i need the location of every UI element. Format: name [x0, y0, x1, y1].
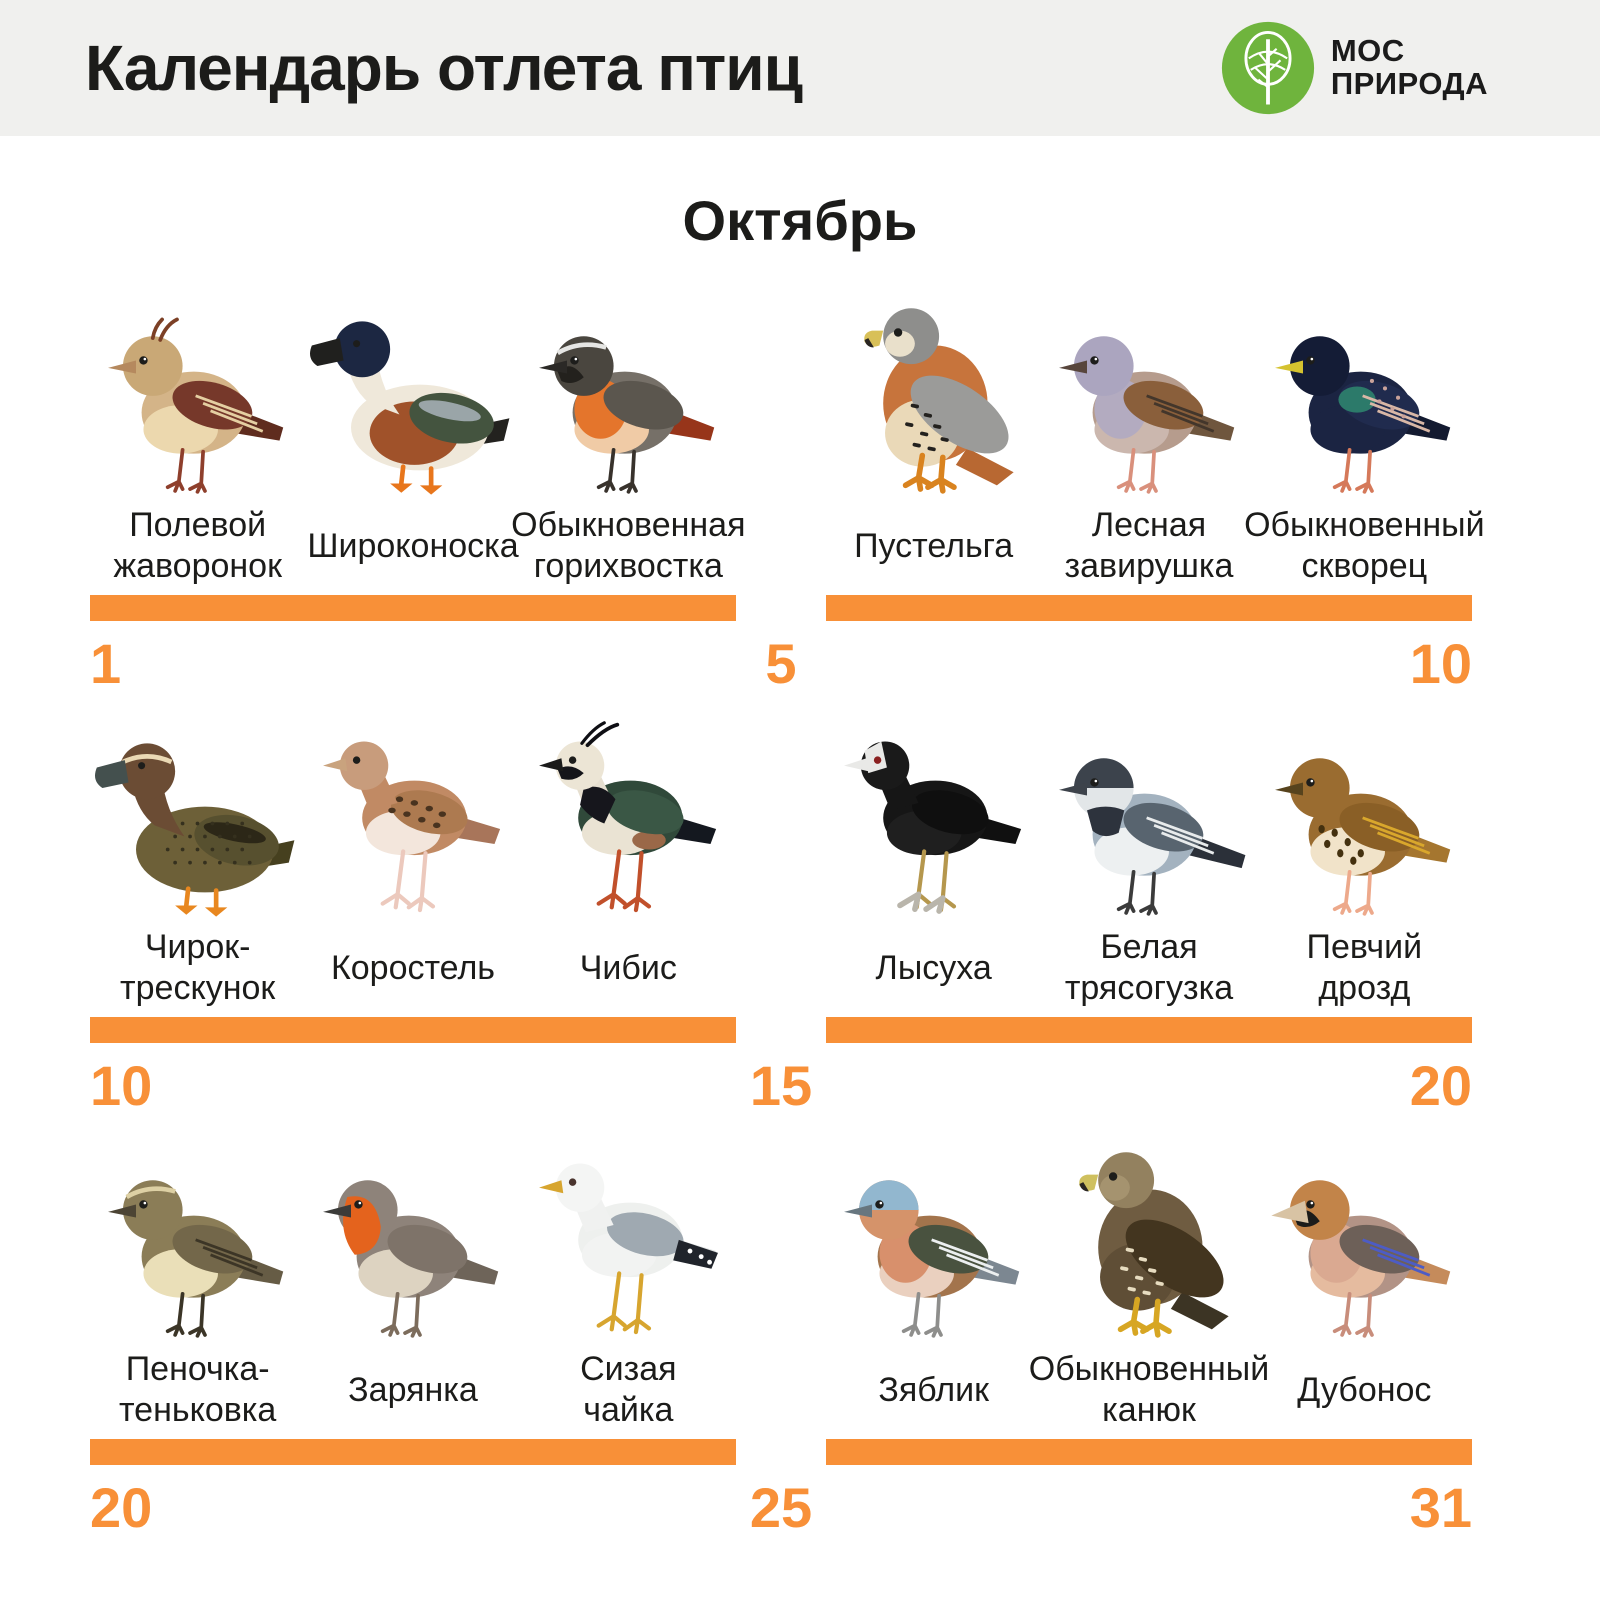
- mospriroda-logo: МОС ПРИРОДА: [1220, 20, 1488, 116]
- bird-name-label: Зарянка: [348, 1370, 478, 1409]
- bird-name-label: Зяблик: [878, 1370, 989, 1409]
- timeline-labels-row-3: 20 25 31: [90, 1475, 1472, 1539]
- timeline-start-label: 10: [90, 1054, 153, 1117]
- robin-icon: [310, 1131, 515, 1345]
- timeline-mid-label: 25: [749, 1476, 813, 1539]
- bird-name-label: Лысуха: [875, 948, 992, 987]
- timeline-labels-row-1: 1 5 10: [90, 631, 1472, 695]
- lapwing-icon: [526, 709, 731, 923]
- logo-line1: МОС: [1330, 33, 1405, 69]
- bird-cell-redstart: Обыкновенная горихвостка: [511, 287, 746, 591]
- bird-name-label: Пустельга: [854, 526, 1014, 565]
- bird-cell-dunnock: Лесная завирушка: [1041, 287, 1256, 591]
- timeline-end-label: 10: [1409, 632, 1472, 695]
- shoveler-icon: [310, 287, 515, 501]
- chaffinch-icon: [831, 1131, 1036, 1345]
- bird-name-label: Полевой жаворонок: [113, 506, 282, 585]
- bird-cell-common-gull: Сизая чайка: [521, 1131, 736, 1435]
- calendar-row-3: Пеночка- теньковка Зарянка Сизая чайка Зяб…: [90, 1131, 1472, 1539]
- bird-cell-song-thrush: Певчий дрозд: [1257, 709, 1472, 1013]
- month-title: Октябрь: [682, 189, 918, 252]
- page-title: Календарь отлета птиц: [85, 32, 803, 104]
- timeline-bar-left: [90, 1017, 736, 1043]
- calendar: Полевой жаворонок Широконоска Обыкновенная…: [0, 253, 1600, 1539]
- bird-grid-row-2: Чирок- трескунок Коростель Чибис Лысуха Бел…: [90, 709, 1472, 1013]
- calendar-row-2: Чирок- трескунок Коростель Чибис Лысуха Бел…: [90, 709, 1472, 1117]
- bird-cell-kestrel: Пустельга: [826, 287, 1041, 591]
- timeline-bar-right: [826, 595, 1472, 621]
- corncrake-icon: [310, 709, 515, 923]
- bird-cell-chaffinch: Зяблик: [826, 1131, 1041, 1435]
- bird-name-label: Певчий дрозд: [1306, 928, 1423, 1007]
- bird-cell-lapwing: Чибис: [521, 709, 736, 1013]
- mospriroda-tree-icon: [1220, 20, 1316, 116]
- timeline-bar-right: [826, 1439, 1472, 1465]
- bird-name-label: Дубонос: [1297, 1370, 1432, 1409]
- bird-name-label: Обыкновенный канюк: [1028, 1350, 1270, 1429]
- bird-name-label: Лесная завирушка: [1064, 506, 1234, 585]
- bird-cell-white-wagtail: Белая трясогузка: [1041, 709, 1256, 1013]
- coot-icon: [831, 709, 1036, 923]
- common-gull-icon: [526, 1131, 731, 1345]
- song-thrush-icon: [1262, 709, 1467, 923]
- timeline-labels-row-2: 10 15 20: [90, 1053, 1472, 1117]
- bird-cell-field-lark: Полевой жаворонок: [90, 287, 305, 591]
- bird-grid-row-1: Полевой жаворонок Широконоска Обыкновенная…: [90, 287, 1485, 591]
- bird-name-label: Сизая чайка: [580, 1350, 677, 1429]
- logo-text: МОС ПРИРОДА: [1331, 35, 1488, 100]
- bird-group-left: Полевой жаворонок Широконоска Обыкновенная…: [90, 287, 746, 591]
- redstart-icon: [526, 287, 731, 501]
- bird-cell-corncrake: Коростель: [305, 709, 520, 1013]
- bird-name-label: Обыкновенная горихвостка: [511, 506, 746, 585]
- bird-cell-starling: Обыкновенный скворец: [1244, 287, 1485, 591]
- garganey-icon: [95, 709, 300, 923]
- timeline-bar-left: [90, 1439, 736, 1465]
- timeline-end-label: 20: [1409, 1054, 1472, 1117]
- bird-name-label: Коростель: [330, 948, 496, 987]
- timeline-row-2: [90, 1017, 1472, 1043]
- bird-cell-chiffchaff: Пеночка- теньковка: [90, 1131, 305, 1435]
- bird-cell-shoveler: Широконоска: [305, 287, 520, 591]
- field-lark-icon: [95, 287, 300, 501]
- kestrel-icon: [831, 287, 1036, 501]
- white-wagtail-icon: [1046, 709, 1251, 923]
- bird-group-left: Чирок- трескунок Коростель Чибис: [90, 709, 736, 1013]
- buzzard-icon: [1046, 1131, 1251, 1345]
- timeline-end-label: 31: [1409, 1476, 1472, 1539]
- hawfinch-icon: [1262, 1131, 1467, 1345]
- calendar-row-1: Полевой жаворонок Широконоска Обыкновенная…: [90, 287, 1485, 695]
- bird-name-label: Чибис: [579, 948, 677, 987]
- bird-grid-row-3: Пеночка- теньковка Зарянка Сизая чайка Зяб…: [90, 1131, 1472, 1435]
- timeline-bar-right: [826, 1017, 1472, 1043]
- bird-name-label: Обыкновенный скворец: [1244, 506, 1485, 585]
- timeline-bar-left: [90, 595, 736, 621]
- bird-name-label: Пеночка- теньковка: [118, 1350, 277, 1429]
- chiffchaff-icon: [95, 1131, 300, 1345]
- bird-cell-coot: Лысуха: [826, 709, 1041, 1013]
- timeline-start-label: 1: [90, 632, 122, 695]
- bird-cell-hawfinch: Дубонос: [1257, 1131, 1472, 1435]
- bird-name-label: Белая трясогузка: [1064, 928, 1234, 1007]
- timeline-row-3: [90, 1439, 1472, 1465]
- bird-name-label: Чирок- трескунок: [120, 928, 276, 1007]
- bird-cell-garganey: Чирок- трескунок: [90, 709, 305, 1013]
- timeline-start-label: 20: [90, 1476, 153, 1539]
- bird-group-right: Пустельга Лесная завирушка Обыкновенный ск…: [826, 287, 1485, 591]
- bird-group-right: Лысуха Белая трясогузка Певчий дрозд: [826, 709, 1472, 1013]
- starling-icon: [1262, 287, 1467, 501]
- bird-name-label: Широконоска: [307, 526, 519, 565]
- timeline-mid-label: 15: [749, 1054, 813, 1117]
- bird-group-left: Пеночка- теньковка Зарянка Сизая чайка: [90, 1131, 736, 1435]
- logo-line2: ПРИРОДА: [1330, 66, 1488, 101]
- bird-cell-robin: Зарянка: [305, 1131, 520, 1435]
- timeline-row-1: [90, 595, 1472, 621]
- dunnock-icon: [1046, 287, 1251, 501]
- bird-cell-buzzard: Обыкновенный канюк: [1029, 1131, 1269, 1435]
- bird-group-right: Зяблик Обыкновенный канюк Дубонос: [826, 1131, 1472, 1435]
- header: Календарь отлета птиц МОС ПРИРОДА: [0, 0, 1600, 136]
- timeline-mid-label: 5: [765, 632, 797, 695]
